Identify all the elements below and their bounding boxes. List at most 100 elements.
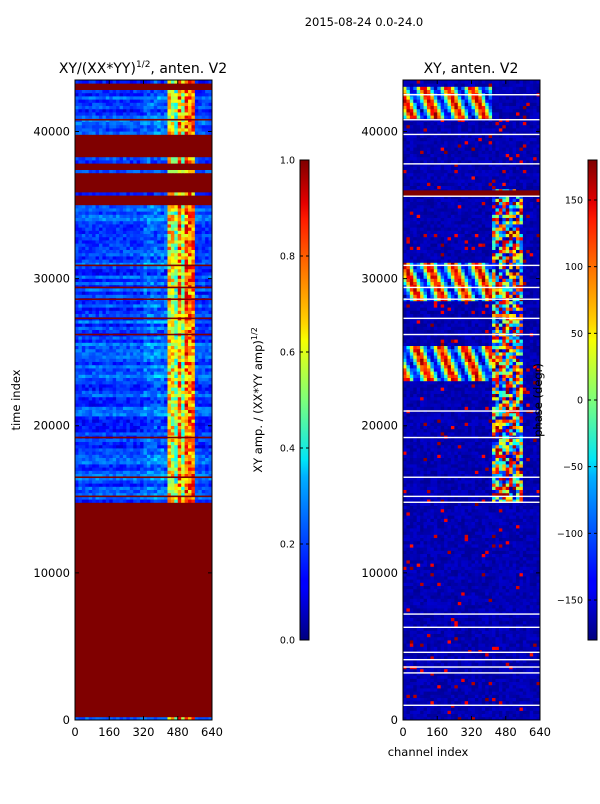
amplitude-cell (116, 205, 120, 209)
amplitude-cell (161, 128, 165, 132)
amplitude-cell (167, 208, 171, 212)
amplitude-cell (78, 352, 82, 356)
amplitude-title-tail: , anten. V2 (150, 61, 227, 77)
amplitude-cell (75, 522, 212, 526)
amplitude-cell (85, 422, 89, 426)
amplitude-cell (188, 355, 192, 359)
amplitude-cell (157, 470, 161, 474)
amplitude-cell (188, 432, 192, 436)
amplitude-cell (188, 112, 192, 116)
amplitude-cell (202, 470, 206, 474)
amplitude-cell (106, 320, 110, 324)
amplitude-cell (185, 416, 189, 420)
amplitude-cell (198, 352, 202, 356)
amplitude-cell (113, 109, 117, 113)
amplitude-cell (150, 314, 154, 318)
amplitude-cell (75, 528, 212, 532)
amplitude-cell (126, 269, 130, 273)
amplitude-cell (144, 253, 148, 257)
amplitude-cell (161, 362, 165, 366)
amplitude-cell (167, 384, 171, 388)
phase-cell (516, 714, 520, 718)
amplitude-cell (178, 464, 182, 468)
amplitude-cell (167, 102, 171, 106)
amplitude-cell (85, 342, 89, 346)
amplitude-cell (85, 160, 89, 164)
amplitude-cell (150, 259, 154, 263)
amplitude-cell (89, 470, 93, 474)
amplitude-cell (92, 378, 96, 382)
amplitude-cell (147, 320, 151, 324)
amplitude-cell (167, 301, 171, 305)
amplitude-cell (109, 246, 113, 250)
amplitude-cell (198, 483, 202, 487)
amplitude-cell (157, 269, 161, 273)
amplitude-cell (120, 234, 124, 238)
amplitude-cell (75, 93, 79, 97)
amplitude-cell (191, 310, 195, 314)
amplitude-cell (99, 438, 103, 442)
amplitude-cell (191, 467, 195, 471)
amplitude-cell (157, 122, 161, 126)
amplitude-cell (137, 214, 141, 218)
amplitude-cell (82, 205, 86, 209)
amplitude-cell (133, 464, 137, 468)
amplitude-cell (123, 464, 127, 468)
phase-cell (478, 698, 482, 702)
amplitude-cell (144, 486, 148, 490)
amplitude-cell (89, 336, 93, 340)
amplitude-cell (120, 451, 124, 455)
amplitude-cell (181, 250, 185, 254)
amplitude-cell (130, 397, 134, 401)
amplitude-cell (181, 445, 185, 449)
phase-cell (506, 710, 510, 714)
amplitude-cell (130, 122, 134, 126)
phase-cell (451, 707, 455, 711)
amplitude-cell (92, 365, 96, 369)
amplitude-cell (109, 310, 113, 314)
amplitude-cell (96, 451, 100, 455)
amplitude-cell (99, 320, 103, 324)
amplitude-cell (113, 426, 117, 430)
phase-cell (465, 701, 469, 705)
amplitude-cell (99, 291, 103, 295)
amplitude-cell (150, 432, 154, 436)
amplitude-cell (109, 80, 113, 84)
amplitude-colorbar-tick-label: 1.0 (280, 156, 295, 167)
amplitude-cell (99, 240, 103, 244)
amplitude-cell (75, 109, 79, 113)
amplitude-cell (150, 461, 154, 465)
amplitude-cell (198, 106, 202, 110)
amplitude-cell (109, 294, 113, 298)
amplitude-cell (109, 480, 113, 484)
amplitude-cell (202, 445, 206, 449)
amplitude-cell (126, 99, 130, 103)
amplitude-cell (154, 387, 158, 391)
amplitude-cell (120, 403, 124, 407)
amplitude-cell (178, 237, 182, 241)
amplitude-cell (171, 214, 175, 218)
amplitude-cell (82, 374, 86, 378)
amplitude-cell (137, 115, 141, 119)
amplitude-cell (185, 288, 189, 292)
amplitude-cell (89, 170, 93, 174)
amplitude-cell (181, 307, 185, 311)
amplitude-cell (150, 128, 154, 132)
amplitude-cell (113, 237, 117, 241)
amplitude-cell (202, 288, 206, 292)
amplitude-cell (137, 112, 141, 116)
amplitude-cell (191, 326, 195, 330)
amplitude-cell (78, 339, 82, 343)
amplitude-cell (198, 336, 202, 340)
amplitude-cell (188, 400, 192, 404)
amplitude-cell (198, 400, 202, 404)
amplitude-cell (102, 470, 106, 474)
amplitude-cell (157, 339, 161, 343)
amplitude-cell (202, 397, 206, 401)
amplitude-cell (147, 403, 151, 407)
amplitude-cell (167, 464, 171, 468)
amplitude-cell (92, 349, 96, 353)
amplitude-cell (113, 80, 117, 84)
amplitude-cell (116, 368, 120, 372)
amplitude-cell (185, 246, 189, 250)
